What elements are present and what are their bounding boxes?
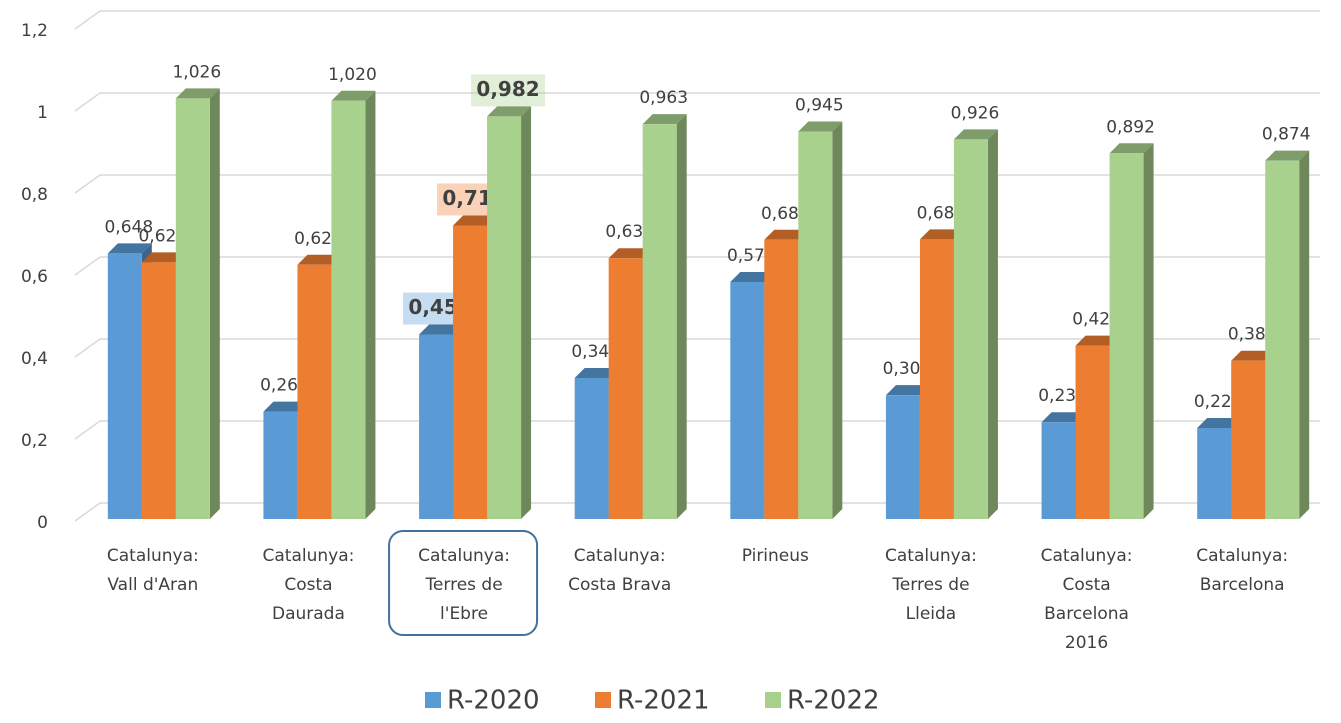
bar xyxy=(1109,143,1154,519)
label-box xyxy=(471,74,546,107)
y-tick-label: 1 xyxy=(37,103,48,123)
value-label: 0,578 xyxy=(727,246,776,266)
legend-swatch xyxy=(765,692,781,708)
value-label: 0,344 xyxy=(571,342,620,362)
y-tick-label: 0,4 xyxy=(21,349,48,369)
x-tick-label: Catalunya: Terres de Lleida xyxy=(885,546,977,624)
value-label: 0,222 xyxy=(1194,392,1243,412)
bar xyxy=(953,129,998,519)
value-label: 0,620 xyxy=(294,229,343,249)
grid-line xyxy=(74,10,1320,30)
bar xyxy=(175,88,220,519)
value-label: 0,982 xyxy=(476,77,539,101)
value-label: 0,636 xyxy=(605,222,654,242)
value-label: 0,302 xyxy=(883,359,932,379)
x-tick-label: Catalunya: Costa Daurada xyxy=(263,546,355,624)
value-label: 0,648 xyxy=(104,217,153,237)
value-label: 0,963 xyxy=(639,88,688,108)
value-label: 0,892 xyxy=(1106,117,1155,137)
value-label: 0,626 xyxy=(138,226,187,246)
x-tick-label: Pirineus xyxy=(742,546,809,566)
value-label: 0,262 xyxy=(260,376,309,396)
x-tick-label: Catalunya: Costa Barcelona 2016 xyxy=(1041,546,1133,653)
category-highlight xyxy=(388,530,539,636)
y-tick-label: 0,6 xyxy=(21,267,48,287)
value-label: 0,423 xyxy=(1072,310,1121,330)
legend-swatch xyxy=(425,692,441,708)
legend-swatch xyxy=(595,692,611,708)
grid-line xyxy=(74,338,1320,358)
value-label: 0,386 xyxy=(1228,325,1277,345)
grid-line xyxy=(74,174,1320,194)
x-tick-label: Catalunya: Terres de l'Ebre xyxy=(418,546,510,624)
value-label: 0,682 xyxy=(917,203,966,223)
bar xyxy=(798,121,843,520)
value-label: 0,945 xyxy=(795,96,844,116)
value-label: 0,236 xyxy=(1038,386,1087,406)
value-label: 1,026 xyxy=(172,62,221,82)
y-tick-label: 1,2 xyxy=(21,21,48,41)
value-label: 0,681 xyxy=(761,204,810,224)
bar xyxy=(642,114,687,520)
legend-label: R-2020 xyxy=(447,686,540,716)
y-tick-label: 0 xyxy=(37,513,48,533)
x-tick-label: Catalunya: Barcelona xyxy=(1196,546,1288,595)
grid-line xyxy=(74,256,1320,276)
value-label: 0,926 xyxy=(951,103,1000,123)
x-tick-label: Catalunya: Vall d'Aran xyxy=(107,546,199,595)
bar xyxy=(487,106,532,519)
grid-line xyxy=(74,92,1320,112)
value-label: 0,874 xyxy=(1262,125,1311,145)
legend-label: R-2021 xyxy=(617,686,710,716)
legend-label: R-2022 xyxy=(787,686,880,716)
value-label: 1,020 xyxy=(328,65,377,85)
bar xyxy=(1265,150,1310,519)
bar xyxy=(331,90,376,520)
y-tick-label: 0,8 xyxy=(21,185,48,205)
x-tick-label: Catalunya: Costa Brava xyxy=(568,546,671,595)
y-tick-label: 0,2 xyxy=(21,431,48,451)
